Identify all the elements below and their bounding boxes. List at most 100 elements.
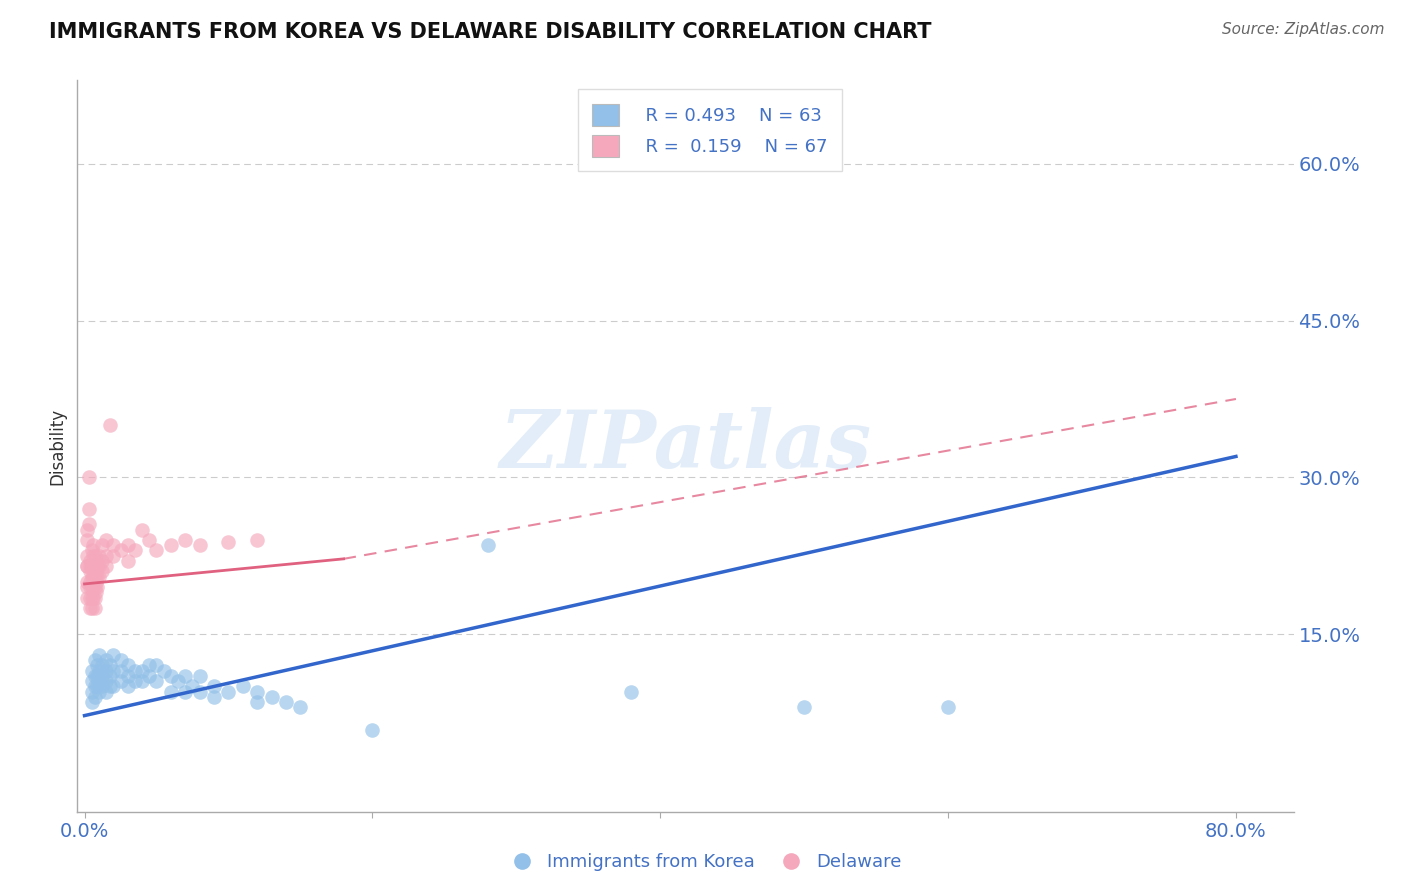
Point — [76, 559, 98, 574]
Point — [82, 538, 104, 552]
Point — [76, 549, 98, 563]
Point — [80, 559, 103, 574]
Point — [86, 669, 108, 683]
Point — [90, 554, 112, 568]
Point — [131, 674, 153, 689]
Point — [79, 565, 101, 579]
Point — [83, 669, 105, 683]
Point — [246, 695, 269, 709]
Point — [246, 684, 269, 698]
Point — [82, 591, 104, 605]
Point — [124, 664, 146, 678]
Point — [83, 569, 105, 583]
Point — [84, 574, 107, 589]
Point — [76, 580, 98, 594]
Point — [103, 679, 125, 693]
Point — [274, 695, 297, 709]
Point — [87, 684, 110, 698]
Point — [94, 674, 117, 689]
Point — [86, 569, 108, 583]
Point — [145, 674, 167, 689]
Point — [79, 580, 101, 594]
Point — [160, 684, 183, 698]
Point — [76, 591, 98, 605]
Point — [87, 664, 110, 678]
Point — [117, 554, 139, 568]
Point — [217, 535, 239, 549]
Point — [87, 648, 110, 662]
Point — [94, 549, 117, 563]
Point — [145, 543, 167, 558]
Point — [202, 690, 225, 704]
Point — [80, 591, 103, 605]
Point — [477, 538, 499, 552]
Point — [936, 700, 959, 714]
Point — [94, 664, 117, 678]
Point — [83, 591, 105, 605]
Point — [290, 700, 312, 714]
Point — [246, 533, 269, 547]
Point — [80, 569, 103, 583]
Point — [87, 559, 110, 574]
Y-axis label: Disability: Disability — [48, 408, 66, 484]
Point — [110, 674, 132, 689]
Point — [117, 538, 139, 552]
Point — [117, 658, 139, 673]
Point — [86, 559, 108, 574]
Point — [94, 653, 117, 667]
Point — [217, 684, 239, 698]
Point — [82, 580, 104, 594]
Point — [90, 538, 112, 552]
Point — [86, 580, 108, 594]
Point — [100, 679, 122, 693]
Point — [77, 470, 100, 484]
Point — [80, 674, 103, 689]
Point — [76, 523, 98, 537]
Point — [79, 591, 101, 605]
Point — [83, 580, 105, 594]
Point — [103, 664, 125, 678]
Point — [103, 538, 125, 552]
Text: IMMIGRANTS FROM KOREA VS DELAWARE DISABILITY CORRELATION CHART: IMMIGRANTS FROM KOREA VS DELAWARE DISABI… — [49, 22, 932, 42]
Point — [103, 648, 125, 662]
Point — [83, 549, 105, 563]
Legend:   R = 0.493    N = 63,   R =  0.159    N = 67: R = 0.493 N = 63, R = 0.159 N = 67 — [578, 89, 842, 171]
Point — [124, 543, 146, 558]
Point — [117, 669, 139, 683]
Point — [202, 679, 225, 693]
Point — [83, 690, 105, 704]
Point — [174, 669, 197, 683]
Point — [124, 674, 146, 689]
Text: ZIPatlas: ZIPatlas — [499, 408, 872, 484]
Point — [79, 574, 101, 589]
Point — [80, 580, 103, 594]
Point — [80, 543, 103, 558]
Point — [361, 723, 384, 738]
Point — [82, 569, 104, 583]
Point — [174, 684, 197, 698]
Point — [188, 684, 211, 698]
Point — [84, 554, 107, 568]
Point — [87, 549, 110, 563]
Point — [84, 585, 107, 599]
Point — [83, 601, 105, 615]
Point — [76, 559, 98, 574]
Point — [94, 559, 117, 574]
Point — [138, 669, 160, 683]
Point — [82, 549, 104, 563]
Point — [160, 669, 183, 683]
Point — [138, 658, 160, 673]
Point — [77, 517, 100, 532]
Point — [181, 679, 204, 693]
Point — [94, 684, 117, 698]
Text: Source: ZipAtlas.com: Source: ZipAtlas.com — [1222, 22, 1385, 37]
Point — [76, 574, 98, 589]
Point — [138, 533, 160, 547]
Point — [160, 538, 183, 552]
Point — [131, 664, 153, 678]
Point — [94, 533, 117, 547]
Point — [90, 669, 112, 683]
Point — [87, 569, 110, 583]
Point — [188, 669, 211, 683]
Point — [77, 501, 100, 516]
